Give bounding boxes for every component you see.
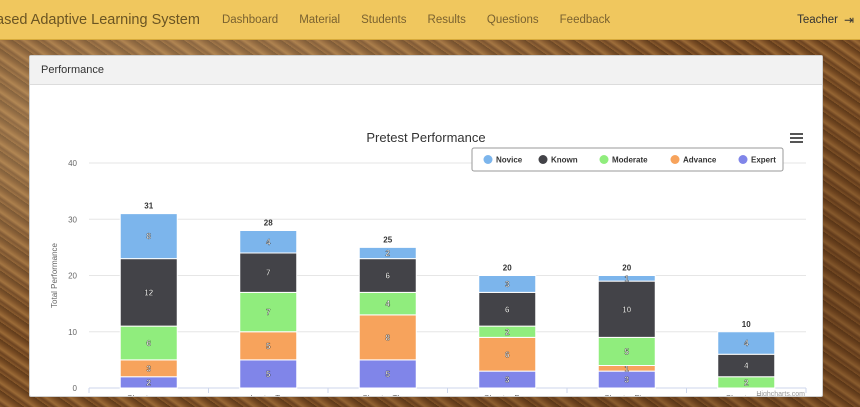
legend-marker-known[interactable] (538, 155, 548, 164)
panel-title: Performance (30, 56, 822, 85)
bar-data-label: 3 (625, 376, 630, 385)
bar-data-label: 1 (625, 364, 630, 373)
bar-segment-advance[interactable] (478, 336, 537, 372)
bar-data-label: 2 (386, 249, 391, 258)
bar-data-label: 4 (744, 339, 749, 348)
y-tick-label: 20 (68, 272, 77, 281)
bar-data-label: 2 (744, 378, 749, 387)
bar-data-label: 6 (505, 305, 510, 314)
bar-segment-known[interactable] (478, 291, 537, 327)
bar-data-label: 4 (266, 238, 271, 247)
nav-results[interactable]: Results (427, 13, 466, 26)
nav-right: Teacher ⇥ L (797, 0, 858, 40)
bar-data-label: 6 (386, 272, 391, 281)
nav-dashboard[interactable]: Dashboard (221, 13, 279, 26)
bar-segment-moderate[interactable] (119, 325, 178, 361)
bar-segment-novice[interactable] (358, 246, 417, 260)
legend-marker-advance[interactable] (670, 155, 680, 164)
legend-item-advance: Advance (683, 156, 717, 165)
x-tick-label: Chapter Four (484, 394, 531, 396)
bar-data-label: 2 (505, 328, 510, 337)
bar-data-label: 5 (266, 342, 271, 351)
y-axis-label: Total Performance (50, 242, 59, 307)
legend-marker-novice[interactable] (483, 155, 493, 164)
app-brand[interactable]: ased Adaptive Learning System (0, 11, 200, 28)
bar-segment-moderate[interactable] (239, 291, 298, 333)
bar-data-label: 3 (505, 376, 510, 385)
hamburger-line (790, 133, 803, 135)
bar-total-label: 28 (264, 219, 273, 228)
bar-data-label: 3 (505, 280, 510, 289)
bar-total-label: 31 (144, 202, 153, 211)
y-tick-label: 30 (68, 215, 77, 224)
bar-total-label: 20 (622, 264, 631, 273)
hamburger-line (790, 141, 803, 143)
bar-data-label: 12 (144, 288, 153, 297)
x-tick-label: Chapter Five (604, 394, 650, 396)
x-tick-label: chapter Two (247, 394, 291, 396)
bar-segment-novice[interactable] (239, 230, 298, 254)
legend-item-expert: Expert (751, 156, 776, 165)
nav-material[interactable]: Material (299, 13, 341, 26)
nav-feedback[interactable]: Feedback (559, 13, 611, 26)
bar-segment-novice[interactable] (717, 331, 776, 355)
x-tick-label: Chapter Three (362, 394, 414, 396)
legend-item-moderate: Moderate (612, 156, 648, 165)
bar-data-label: 3 (147, 364, 152, 373)
bar-data-label: 4 (386, 300, 391, 309)
top-navbar: ased Adaptive Learning System Dashboard … (0, 0, 860, 40)
logout-icon[interactable]: ⇥ L (844, 13, 858, 27)
bar-segment-expert[interactable] (239, 359, 298, 389)
bar-data-label: 5 (386, 370, 391, 379)
bar-data-label: 1 (625, 274, 630, 283)
chart-credits: Highcharts.com (756, 391, 805, 396)
bar-data-label: 8 (147, 232, 152, 241)
legend-marker-expert[interactable] (738, 155, 748, 164)
bar-data-label: 10 (622, 305, 631, 314)
bar-segment-advance[interactable] (239, 331, 298, 361)
bar-segment-novice[interactable] (597, 275, 656, 282)
nav-students[interactable]: Students (361, 13, 407, 26)
bar-total-label: 20 (503, 264, 512, 273)
bar-segment-novice[interactable] (478, 275, 537, 293)
y-tick-label: 40 (68, 159, 77, 168)
bar-total-label: 10 (742, 320, 751, 329)
bar-segment-expert[interactable] (358, 359, 417, 389)
bar-data-label: 5 (266, 370, 271, 379)
nav-questions[interactable]: Questions (486, 13, 539, 26)
legend-item-novice: Novice (496, 156, 523, 165)
legend-marker-moderate[interactable] (599, 155, 609, 164)
bar-data-label: 7 (266, 308, 271, 317)
chart-title: Pretest Performance (366, 130, 485, 145)
legend-box (471, 147, 784, 172)
bar-segment-known[interactable] (119, 258, 178, 327)
bar-data-label: 7 (266, 269, 271, 278)
nav-links: Dashboard Material Students Results Ques… (222, 14, 631, 26)
y-tick-label: 10 (68, 328, 77, 337)
legend-item-known: Known (551, 156, 578, 165)
bar-data-label: 8 (386, 333, 391, 342)
bar-segment-advance[interactable] (358, 314, 417, 361)
x-tick-label: Chapter one (127, 394, 172, 396)
bar-data-label: 6 (147, 339, 152, 348)
bar-data-label: 4 (744, 362, 749, 371)
hamburger-line (790, 137, 803, 139)
user-name[interactable]: Teacher (797, 14, 838, 26)
bar-total-label: 25 (383, 235, 392, 244)
performance-panel: Performance Pretest Performance 0 10 20 30 40… (29, 55, 823, 397)
x-tick-label: Chapter Six (725, 394, 767, 396)
bar-segment-known[interactable] (597, 280, 656, 338)
bar-segment-novice[interactable] (119, 213, 178, 260)
y-tick-label: 0 (73, 384, 78, 393)
bar-data-label: 6 (505, 350, 510, 359)
bar-data-label: 2 (147, 378, 152, 387)
bar-data-label: 5 (625, 347, 630, 356)
hamburger-menu-icon[interactable] (790, 133, 803, 143)
pretest-performance-chart: Pretest Performance 0 10 20 30 40 Total Perfor… (50, 130, 807, 396)
bar-segment-known[interactable] (358, 258, 417, 293)
